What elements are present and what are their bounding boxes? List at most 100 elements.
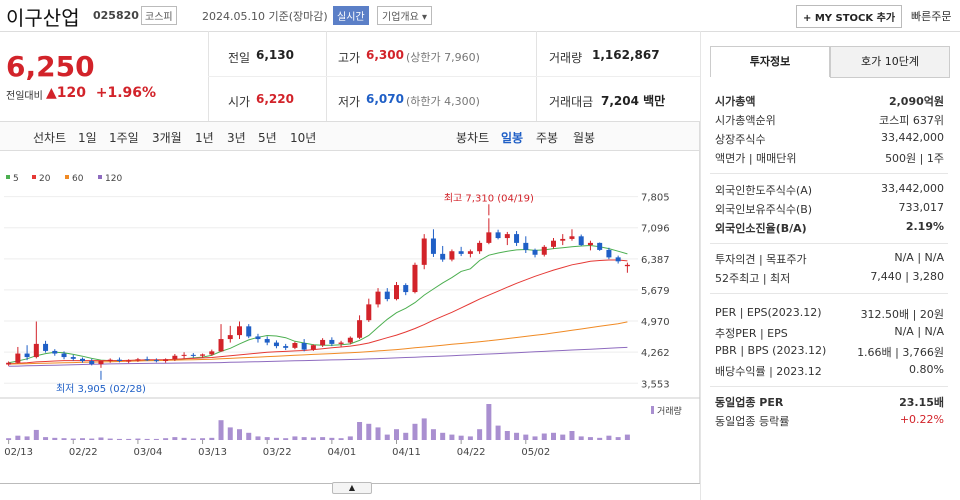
company-overview-dropdown[interactable]: 기업개요 ▾ <box>377 6 432 25</box>
info-label: PBR | BPS (2023.12) <box>715 344 827 357</box>
add-mystock-button[interactable]: + MY STOCK 추가 <box>796 5 903 28</box>
volume-bar <box>384 434 390 440</box>
info-label: 동일업종 PER <box>715 396 784 409</box>
y-tick-label: 5,679 <box>641 286 670 297</box>
info-value: 500원 | 1주 <box>885 152 944 165</box>
candle-body <box>264 339 270 343</box>
realtime-button[interactable]: 실시간 <box>333 6 369 25</box>
prev-close-label: 전일 <box>228 51 251 65</box>
ma-legend-label: 60 <box>72 174 84 184</box>
info-value: 312.50배 | 20원 <box>860 308 944 321</box>
volume-bar <box>449 434 455 440</box>
volume-bar <box>33 429 39 440</box>
change-value: ▲120 +1.96% <box>46 85 157 101</box>
collapse-chart-button[interactable]: ▲ <box>332 482 372 494</box>
info-label: 52주최고 | 최저 <box>715 272 791 285</box>
volume-bar <box>514 432 520 440</box>
volume-bar <box>560 434 566 440</box>
stock-header: 이구산업 025820 코스피 2024.05.10 기준(장마감) 실시간 기… <box>0 0 960 32</box>
high-annotation: 최고 7,310 (04/19) <box>444 192 534 204</box>
volume-bar <box>320 437 326 440</box>
x-tick-label: 03/22 <box>263 447 292 458</box>
candle-body <box>587 242 593 246</box>
candle-body <box>190 354 196 356</box>
y-tick-label: 7,096 <box>641 224 670 235</box>
candle-body <box>458 251 464 254</box>
volume-bar <box>6 438 12 440</box>
candle-body <box>70 357 76 359</box>
tab-weekly[interactable]: 주봉 <box>536 131 559 145</box>
chart-border <box>699 122 700 484</box>
candle-body <box>532 249 538 255</box>
section-divider <box>710 243 948 244</box>
candle-body <box>163 359 169 362</box>
candle-body <box>560 238 566 241</box>
change-label: 전일대비 <box>6 91 43 102</box>
ma-legend-swatch <box>98 175 102 179</box>
tab-10y[interactable]: 10년 <box>290 131 317 145</box>
section-divider <box>710 386 948 387</box>
volume-bar <box>264 437 270 440</box>
candle-body <box>80 358 85 362</box>
volume-bar <box>301 437 307 440</box>
volume-bar <box>403 432 409 440</box>
tab-1d[interactable]: 1일 <box>78 131 97 145</box>
volume-bar <box>440 432 446 440</box>
volume-bar <box>412 423 418 440</box>
tab-orderbook[interactable]: 호가 10단계 <box>830 46 950 78</box>
candle-body <box>310 345 316 350</box>
tab-1y[interactable]: 1년 <box>195 131 214 145</box>
volume-bar <box>606 435 612 440</box>
volume-bar <box>43 437 49 440</box>
tab-invest-info[interactable]: 투자정보 <box>710 46 830 77</box>
price-chart: 5 20 60 120 7,805 7,096 6,387 5,679 4,970 4,262 3… <box>0 174 700 458</box>
volume-bar <box>190 438 196 440</box>
tab-1w[interactable]: 1주일 <box>109 131 139 145</box>
tab-3y[interactable]: 3년 <box>227 131 246 145</box>
volume-bar <box>375 427 381 440</box>
volume-bar <box>495 425 501 440</box>
x-tick-label: 02/22 <box>69 447 98 458</box>
info-value: 코스피 637위 <box>879 114 944 127</box>
x-tick-label: 02/13 <box>4 447 33 458</box>
candle-body <box>495 232 501 239</box>
volume-value: 1,162,867 <box>592 48 660 62</box>
volume-bar <box>458 435 464 440</box>
info-value: N/A | N/A <box>894 325 944 338</box>
candle-body <box>144 359 150 361</box>
tab-daily[interactable]: 일봉 <box>501 131 524 145</box>
info-value: 23.15배 <box>899 396 944 409</box>
volume-bar <box>80 438 85 440</box>
volume-bar <box>504 431 510 440</box>
info-value: N/A | N/A <box>894 251 944 264</box>
volume-bar <box>523 434 529 440</box>
tab-monthly[interactable]: 월봉 <box>573 131 596 145</box>
volume-bar <box>172 437 178 440</box>
volume-bar <box>163 438 169 440</box>
volume-bar <box>126 438 132 440</box>
prev-close-value: 6,130 <box>256 48 294 62</box>
open-value: 6,220 <box>256 92 294 106</box>
ma-legend-swatch <box>65 175 69 179</box>
candle-body <box>504 234 510 239</box>
volume-bar <box>70 438 76 440</box>
fast-order-link[interactable]: 빠른주문 <box>911 10 952 23</box>
candle-body <box>523 242 529 250</box>
info-label: 추정PER | EPS <box>715 327 788 340</box>
candle-body <box>421 238 427 265</box>
volume-bar <box>430 429 436 440</box>
ma-legend-label: 120 <box>105 174 122 184</box>
volume-bar <box>237 429 242 440</box>
candle-body <box>375 291 381 305</box>
volume-bar <box>273 437 279 440</box>
info-value: 0.80% <box>909 363 944 376</box>
candle-body <box>52 350 58 354</box>
tab-3m[interactable]: 3개월 <box>152 131 182 145</box>
volume-bar <box>310 437 316 440</box>
tab-5y[interactable]: 5년 <box>258 131 277 145</box>
candle-body <box>394 285 399 300</box>
low-value: 6,070 <box>366 92 404 106</box>
volume-bar <box>209 437 215 440</box>
candle-body <box>172 355 178 360</box>
volume-bar <box>615 437 621 440</box>
